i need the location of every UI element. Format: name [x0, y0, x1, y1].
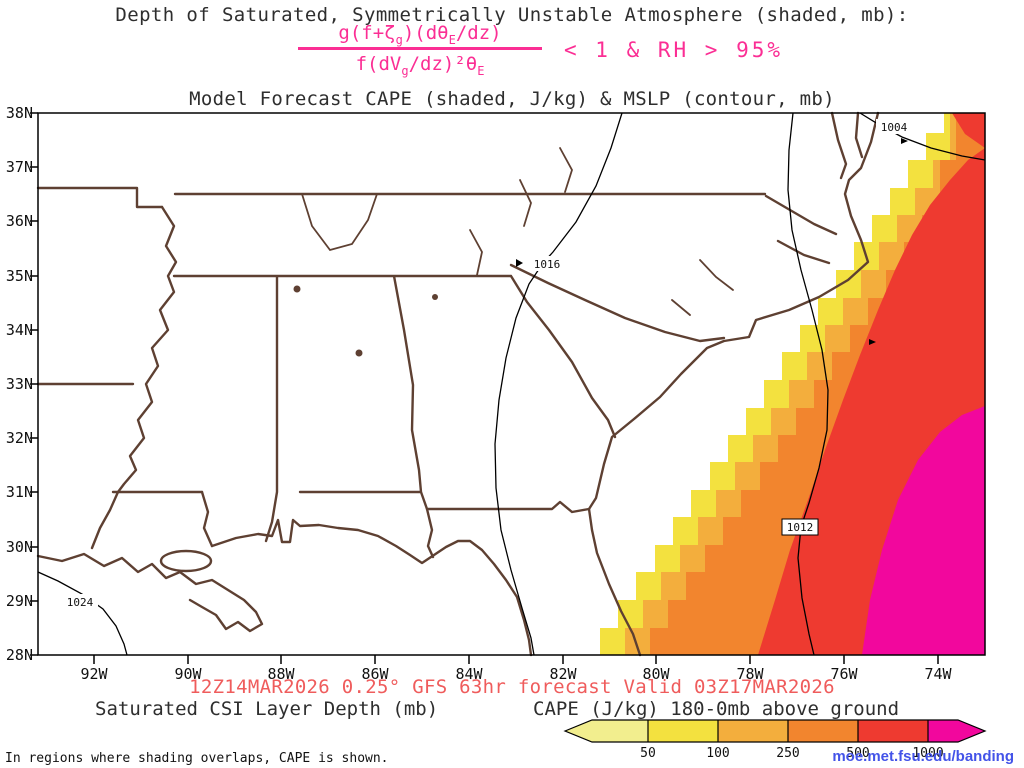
cape-colorbar: 50 100 250 500 1000	[563, 719, 987, 761]
lat-tick-label: 34N	[6, 321, 33, 339]
contour-label-1012: 1012	[781, 518, 819, 536]
lat-tick-label: 30N	[6, 538, 33, 556]
formula-denominator: f(dVg/dz)²θE	[298, 46, 542, 78]
formula-condition: < 1 & RH > 95%	[564, 37, 784, 62]
csi-formula: g(f+ζg)(dθE/dz) f(dVg/dz)²θE < 1 & RH > …	[298, 22, 783, 78]
river-squiggles	[301, 147, 734, 316]
contour-label-1016: 1016	[529, 256, 565, 271]
lat-tick-label: 38N	[6, 104, 33, 122]
contour-label-text: 1004	[881, 121, 908, 134]
page-title: Depth of Saturated, Symmetrically Unstab…	[115, 4, 909, 26]
banding-site-link[interactable]: moe.met.fsu.edu/banding	[832, 748, 1014, 765]
lat-tick-label: 37N	[6, 158, 33, 176]
lat-tick-label: 29N	[6, 592, 33, 610]
cape-shade-magenta	[862, 406, 985, 655]
colorbar-dividers	[647, 720, 929, 742]
formula-subscript: g	[401, 63, 409, 78]
lon-tick-label: 82W	[549, 665, 577, 683]
lat-tick-label: 33N	[6, 375, 33, 393]
lat-axis-labels: 38N 37N 36N 35N 34N 33N 32N 31N 30N 29N …	[6, 104, 33, 664]
formula-text: f(dV	[355, 52, 402, 75]
lon-tick-label: 78W	[736, 665, 764, 683]
csi-legend-label: Saturated CSI Layer Depth (mb)	[95, 698, 439, 720]
formula-text: g(f+ζ	[338, 22, 396, 44]
cape-legend-label: CAPE (J/kg) 180-0mb above ground	[533, 698, 900, 720]
formula-subscript: E	[477, 63, 485, 78]
lon-tick-label: 88W	[267, 665, 295, 683]
pointer-arrow-icon	[901, 138, 908, 144]
formula-text: /dz)²θ	[408, 52, 478, 75]
colorbar-segment	[858, 720, 928, 742]
lon-axis-labels: 92W 90W 88W 86W 84W 82W 80W 78W 76W 74W	[80, 665, 952, 683]
colorbar-outline	[563, 719, 987, 743]
colorbar-value: 50	[640, 746, 656, 761]
lake-pontchartrain	[159, 549, 213, 573]
lakes	[293, 285, 438, 357]
contour-label-text: 1016	[534, 258, 561, 271]
mississippi-river	[90, 205, 435, 559]
colorbar-value: 500	[846, 746, 869, 761]
mslp-contour-1012	[787, 112, 829, 656]
formula-fraction: g(f+ζg)(dθE/dz) f(dVg/dz)²θE	[298, 22, 542, 78]
lon-tick-label: 84W	[455, 665, 483, 683]
contour-pointer-arrows	[516, 138, 908, 345]
contour-label-text: 1024	[67, 596, 94, 609]
colorbar-segment	[718, 720, 788, 742]
lat-tick-label: 31N	[6, 483, 33, 501]
lake-dot	[355, 349, 363, 357]
contour-value-labels: 1004 1016 1012 1024	[62, 119, 912, 609]
colorbar-value: 250	[776, 746, 799, 761]
colorbar-segment	[648, 720, 718, 742]
formula-subscript: g	[395, 32, 403, 47]
contour-label-1004: 1004	[876, 119, 912, 134]
lon-tick-label: 86W	[361, 665, 389, 683]
gulf-coastline	[36, 518, 533, 657]
formula-numerator: g(f+ζg)(dθE/dz)	[334, 22, 505, 47]
colorbar-value: 100	[706, 746, 729, 761]
state-boundary-lines	[36, 186, 767, 543]
contour-label-text: 1012	[787, 521, 814, 534]
colorbar-segment	[565, 720, 648, 742]
lake-dot	[293, 285, 301, 293]
lon-tick-label: 80W	[642, 665, 670, 683]
atlantic-coastline	[587, 111, 880, 657]
pointer-arrow-icon	[516, 259, 523, 267]
map-subtitle: Model Forecast CAPE (shaded, J/kg) & MSL…	[189, 88, 835, 110]
lat-tick-label: 35N	[6, 267, 33, 285]
cape-shade-red-corner	[952, 113, 985, 148]
colorbar-segment	[788, 720, 858, 742]
lon-tick-label: 90W	[174, 665, 202, 683]
axis-ticks	[30, 112, 939, 664]
mslp-contour-1016	[494, 112, 623, 656]
lon-tick-label: 76W	[830, 665, 858, 683]
formula-text: )(dθ	[402, 22, 449, 44]
mslp-contour-1004	[859, 112, 986, 161]
overlap-note: In regions where shading overlaps, CAPE …	[5, 751, 389, 766]
lon-tick-label: 74W	[924, 665, 952, 683]
mslp-contours	[37, 112, 986, 656]
lat-tick-label: 32N	[6, 429, 33, 447]
formula-text: /dz)	[455, 22, 502, 44]
geography	[36, 111, 880, 657]
rivers	[301, 147, 734, 316]
lat-tick-label: 28N	[6, 646, 33, 664]
contour-label-1024: 1024	[62, 594, 98, 609]
lon-tick-label: 92W	[80, 665, 108, 683]
formula-subscript: E	[448, 32, 456, 47]
lat-tick-label: 36N	[6, 212, 33, 230]
forecast-valid-line: 12Z14MAR2026 0.25° GFS 63hr forecast Val…	[189, 676, 835, 698]
mslp-contour-1024	[37, 571, 128, 656]
pointer-arrow-icon	[869, 339, 876, 345]
colorbar-segment	[928, 720, 985, 742]
colorbar-value: 1000	[912, 746, 943, 761]
lake-dot	[432, 294, 438, 300]
